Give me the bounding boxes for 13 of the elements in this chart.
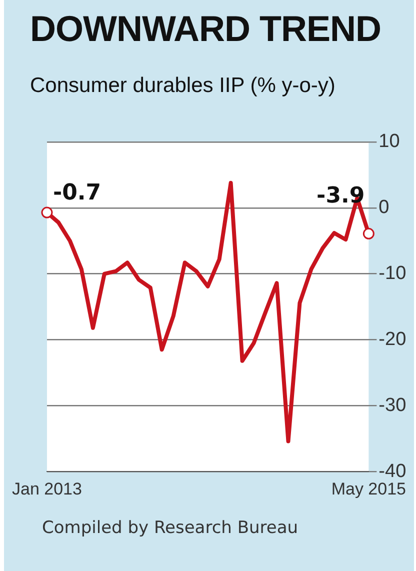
data-label: -3.9 <box>316 183 365 208</box>
text: Compiled by Research Bureau <box>42 518 298 538</box>
y-tick-label: -40 <box>378 460 406 482</box>
x-tick-label: May 2015 <box>331 479 406 498</box>
y-tick-label: -10 <box>378 263 406 284</box>
y-tick-label: -30 <box>378 394 406 416</box>
y-tick-label: 10 <box>378 131 400 152</box>
y-tick-label: -20 <box>378 328 406 350</box>
chart-title: DOWNWARD TREND <box>30 8 381 50</box>
data-label: -0.7 <box>52 180 102 206</box>
chart-subtitle: Consumer durables IIP (% y-o-y) <box>30 74 336 98</box>
x-tick-label: Jan 2013 <box>12 479 82 498</box>
y-tick-label: 0 <box>378 197 390 218</box>
